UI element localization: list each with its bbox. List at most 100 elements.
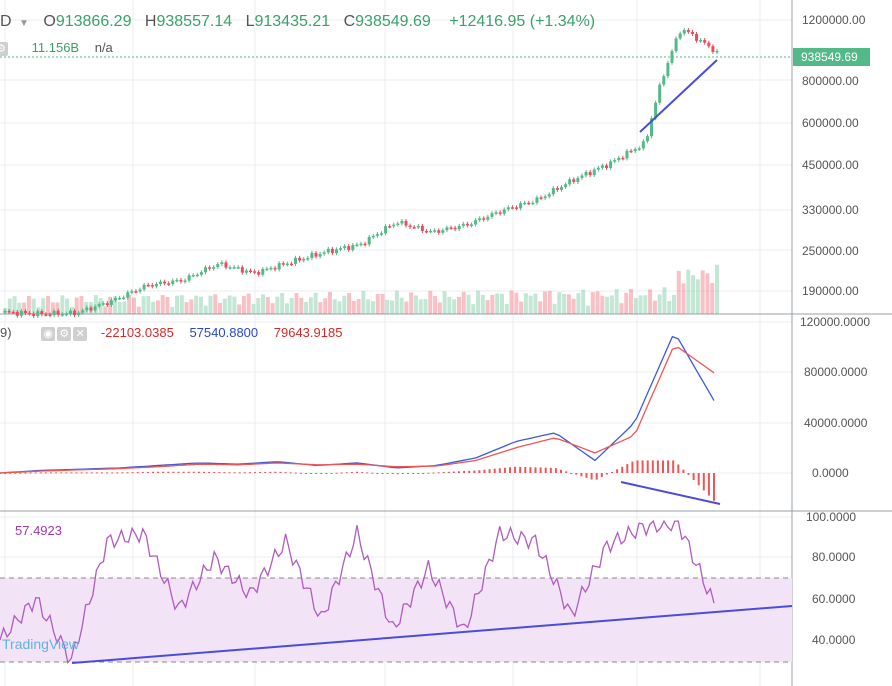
macd-hist-bar <box>396 473 399 475</box>
rsi-tick: 40.0000 <box>812 633 856 647</box>
candle <box>600 165 604 168</box>
volume-bar <box>614 289 619 314</box>
price-tick: 450000.00 <box>802 158 859 172</box>
volume-bar <box>428 290 433 314</box>
candle <box>392 224 396 227</box>
macd-hist-bar <box>24 472 27 474</box>
volume-bar <box>409 292 414 314</box>
volume-bar <box>26 295 31 314</box>
candle <box>285 263 289 266</box>
candle <box>15 311 19 316</box>
macd-hist-bar <box>9 472 12 474</box>
price-trendline[interactable] <box>639 59 718 133</box>
candle <box>183 280 187 283</box>
volume-bar <box>366 299 371 314</box>
volume-bar <box>624 292 629 314</box>
candle <box>461 223 465 226</box>
candle <box>216 264 220 268</box>
settings-icon[interactable]: ⚙ <box>0 41 8 56</box>
volume-bar <box>222 298 227 314</box>
macd-hist-bar <box>498 468 501 473</box>
volume-bar <box>681 283 686 314</box>
candle <box>523 202 527 205</box>
macd-hist-bar <box>412 473 415 474</box>
volume-bar <box>705 273 710 314</box>
candle <box>359 243 363 246</box>
rsi-axis[interactable]: 100.0000 80.0000 60.0000 40.0000 <box>806 510 856 647</box>
volume-bar <box>643 295 648 314</box>
macd-trendline[interactable] <box>620 481 721 505</box>
macd-hist-bar <box>192 471 195 473</box>
volume-bar <box>165 297 170 314</box>
macd-hist-bar <box>157 471 160 473</box>
macd-hist-bar <box>39 472 42 474</box>
macd-hist-bar <box>539 467 542 473</box>
macd-hist-bar <box>575 473 578 475</box>
macd-params[interactable]: 9) <box>0 325 12 340</box>
price-tick: 190000.00 <box>802 284 859 298</box>
macd-hist-bar <box>636 460 639 473</box>
macd-hist-bar <box>509 467 511 473</box>
symbol-fragment[interactable]: D <box>0 13 12 30</box>
candle <box>339 248 343 250</box>
candle <box>621 157 625 160</box>
volume-bar <box>313 292 318 314</box>
macd-hist-bar <box>136 472 139 474</box>
macd-hist-bar <box>274 471 277 473</box>
volume-bar <box>17 302 22 314</box>
volume-bar <box>194 295 199 314</box>
settings-icon[interactable]: ⚙ <box>57 326 72 341</box>
volume-bar <box>275 296 280 314</box>
candle <box>105 303 109 305</box>
volume-bar <box>160 295 165 314</box>
volume-bar <box>648 289 653 314</box>
macd-hist-bar <box>651 460 654 473</box>
macd-hist-bar <box>254 472 256 474</box>
macd-hist-bar <box>656 460 659 473</box>
candle <box>240 267 244 273</box>
candle <box>56 310 60 315</box>
macd-hist-bar <box>330 472 333 474</box>
candle <box>11 311 15 314</box>
candle <box>64 313 68 316</box>
candle <box>138 289 142 292</box>
candle <box>568 179 572 185</box>
macd-hist-bar <box>692 473 695 481</box>
candle <box>715 50 719 53</box>
eye-icon[interactable]: ◉ <box>41 326 56 341</box>
price-axis[interactable]: 1200000.00 800000.00 600000.00 450000.00… <box>802 13 866 298</box>
chevron-down-icon[interactable]: ▼ <box>19 18 29 29</box>
macd-histogram <box>0 460 715 501</box>
candle <box>474 220 478 225</box>
volume-bar <box>490 294 495 314</box>
price-tick: 800000.00 <box>802 74 859 88</box>
macd-hist-bar <box>381 473 384 474</box>
volume-bar <box>590 292 595 314</box>
rsi-trendline[interactable] <box>71 605 793 664</box>
high-value: 938557.14 <box>156 13 233 30</box>
candle <box>629 150 633 153</box>
volume-bar <box>127 294 132 314</box>
candle <box>662 76 666 85</box>
candle <box>224 262 228 268</box>
volume-bar <box>413 295 418 314</box>
macd-hist-bar <box>95 472 98 474</box>
tradingview-watermark[interactable]: TradingView <box>2 636 80 652</box>
volume-bar <box>323 298 328 314</box>
macd-hist-bar <box>463 471 466 473</box>
candle <box>146 284 150 287</box>
macd-hist-bar <box>80 472 83 474</box>
macd-hist-bar <box>677 464 680 473</box>
candle <box>555 188 559 190</box>
macd-line <box>0 335 715 474</box>
macd-hist-bar <box>432 472 435 474</box>
volume-bar <box>605 296 610 314</box>
close-icon[interactable]: ✕ <box>73 326 88 341</box>
macd-hist-bar <box>111 472 114 474</box>
candle <box>73 310 77 316</box>
macd-hist-bar <box>626 464 629 473</box>
macd-axis[interactable]: 120000.0000 80000.0000 40000.0000 0.0000 <box>800 315 870 480</box>
macd-hist-bar <box>565 471 568 473</box>
